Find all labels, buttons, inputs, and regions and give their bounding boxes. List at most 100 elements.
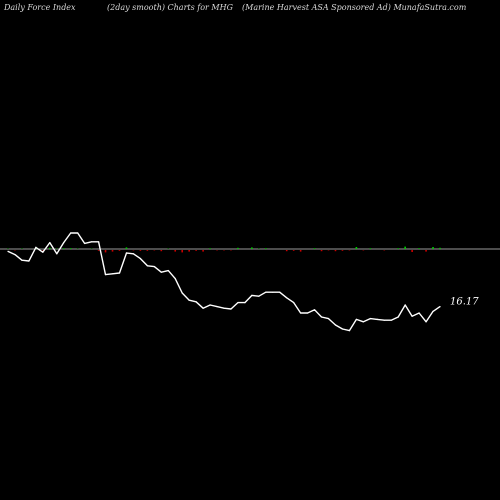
header-company-name: (Marine Harvest ASA Sponsored Ad) Munafa… xyxy=(242,3,467,12)
force-bar xyxy=(195,250,197,251)
series-point xyxy=(286,297,288,299)
series-point xyxy=(418,312,420,314)
force-bar xyxy=(285,250,288,252)
series-point xyxy=(56,253,58,255)
force-bar xyxy=(341,250,344,251)
series-point xyxy=(362,321,364,323)
series-point xyxy=(202,307,204,309)
force-bar xyxy=(237,247,239,249)
force-bar xyxy=(104,250,107,253)
force-bar xyxy=(251,247,253,249)
force-bar xyxy=(209,248,211,249)
series-point xyxy=(390,319,392,321)
force-bar xyxy=(188,250,190,252)
series-point xyxy=(153,266,155,268)
series-point xyxy=(195,301,197,303)
force-bar xyxy=(439,247,441,249)
series-point xyxy=(300,312,302,314)
series-point xyxy=(77,232,79,234)
series-point xyxy=(70,232,72,234)
series-point xyxy=(258,295,260,297)
series-point xyxy=(411,315,413,317)
force-bar xyxy=(125,247,128,249)
force-bar xyxy=(369,248,372,249)
force-bar xyxy=(69,248,72,249)
series-point xyxy=(369,318,371,320)
series-point xyxy=(425,321,427,323)
series-point xyxy=(28,260,30,262)
force-bar xyxy=(292,250,295,251)
force-bar xyxy=(62,248,65,249)
force-bar xyxy=(411,250,413,252)
force-bar xyxy=(355,247,358,249)
series-point xyxy=(244,302,246,304)
series-point xyxy=(84,242,86,244)
series-point xyxy=(251,294,253,296)
series-point xyxy=(432,310,434,312)
series-point xyxy=(146,265,148,267)
series-point xyxy=(237,302,239,304)
series-point xyxy=(118,272,121,274)
series-point xyxy=(348,330,351,332)
series-point xyxy=(223,307,225,309)
series-point xyxy=(91,241,93,243)
series-point xyxy=(181,292,183,294)
series-point xyxy=(104,274,107,276)
series-point xyxy=(320,316,323,318)
force-bar xyxy=(97,250,100,251)
series-point xyxy=(97,241,100,243)
force-bar xyxy=(334,250,337,252)
force-bar xyxy=(174,250,177,252)
series-point xyxy=(42,251,44,253)
series-point xyxy=(132,253,135,255)
series-point xyxy=(174,278,176,280)
force-bar xyxy=(181,250,183,253)
force-bar xyxy=(397,248,399,249)
series-point xyxy=(383,319,385,321)
series-point xyxy=(272,291,274,293)
series-point xyxy=(63,242,65,244)
series-point xyxy=(265,291,267,293)
series-point xyxy=(139,258,141,260)
series-point xyxy=(167,270,169,272)
header-chart-title: (2day smooth) Charts for MHG xyxy=(107,3,233,12)
series-point xyxy=(216,306,218,308)
series-point xyxy=(111,273,114,275)
series-point xyxy=(160,271,162,273)
series-line xyxy=(7,232,441,332)
header-indicator-name: Daily Force Index xyxy=(4,3,76,12)
force-bar xyxy=(111,250,114,252)
series-point xyxy=(355,318,357,320)
force-bar xyxy=(49,247,51,249)
end-value-label: 16.17 xyxy=(450,297,479,308)
series-point xyxy=(188,299,190,301)
force-bar xyxy=(139,250,142,251)
force-bar xyxy=(146,250,149,251)
series-point xyxy=(230,308,232,310)
series-points xyxy=(7,232,441,332)
force-bar xyxy=(425,250,427,252)
series-point xyxy=(341,328,344,330)
force-bar xyxy=(118,250,121,251)
series-point xyxy=(439,306,441,308)
series-point xyxy=(313,309,316,311)
series-point xyxy=(7,250,9,252)
force-bar xyxy=(320,250,323,252)
force-bar xyxy=(265,248,267,249)
force-bar xyxy=(202,250,204,252)
series-point xyxy=(334,324,337,326)
series-point xyxy=(209,304,211,306)
series-point xyxy=(14,254,16,256)
series-point xyxy=(397,316,399,318)
series-point xyxy=(49,242,51,244)
force-bar xyxy=(313,248,316,249)
force-bar xyxy=(432,247,434,249)
series-point xyxy=(125,252,128,254)
series-point xyxy=(307,312,309,314)
series-point xyxy=(376,318,378,320)
force-bars xyxy=(7,246,441,253)
series-point xyxy=(404,304,406,306)
series-point xyxy=(279,291,281,293)
force-bar xyxy=(404,246,406,249)
